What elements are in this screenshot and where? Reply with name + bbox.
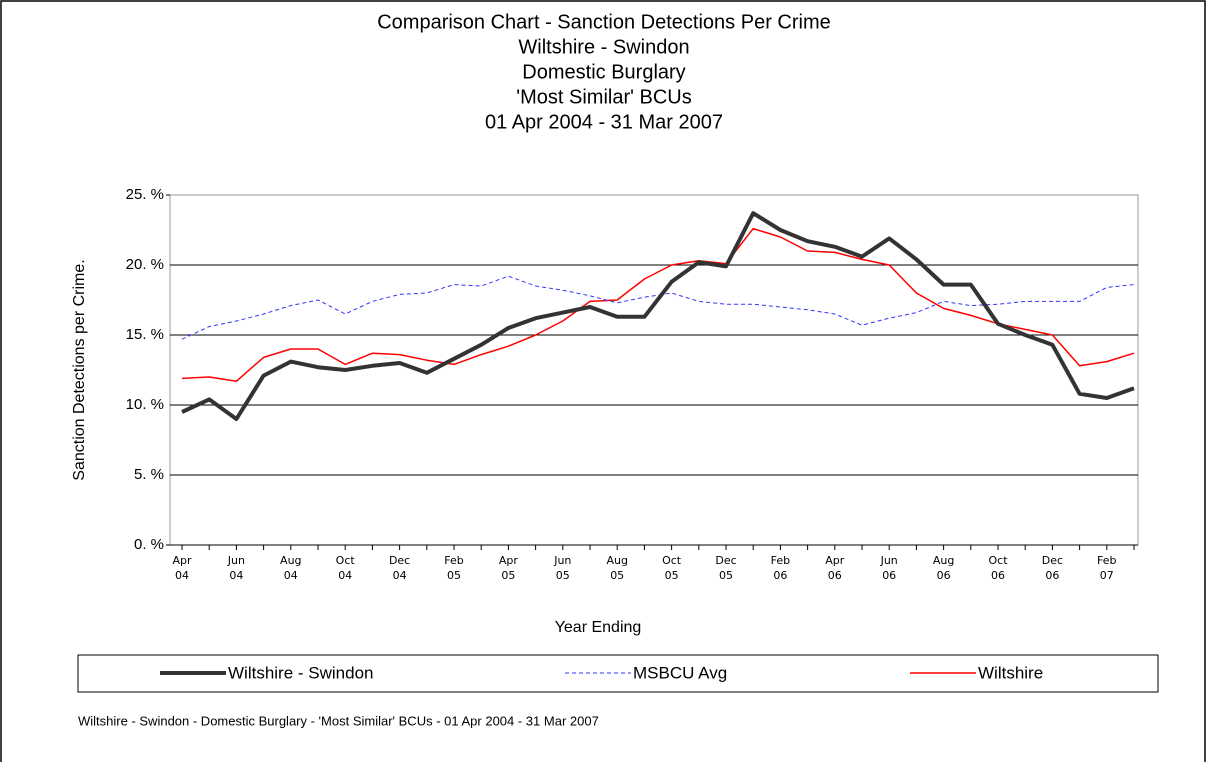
chart-title: 01 Apr 2004 - 31 Mar 2007 (485, 111, 723, 133)
y-tick-label: 5. % (134, 466, 164, 483)
x-tick-label-part: 06 (937, 569, 951, 582)
x-tick-label-part: 04 (338, 569, 352, 582)
legend-label: Wiltshire (978, 663, 1043, 682)
legend-label: Wiltshire - Swindon (228, 663, 374, 682)
x-tick-label-part: Aug (933, 554, 954, 567)
x-tick-label: Feb 06 (771, 554, 790, 582)
legend-label: MSBCU Avg (633, 663, 727, 682)
x-tick-label-part: Oct (662, 554, 682, 567)
x-tick-label: Feb 05 (444, 554, 463, 582)
x-tick-label-part: 07 (1100, 569, 1114, 582)
x-tick-label-part: Feb (771, 554, 790, 567)
x-tick-label: Oct 05 (662, 554, 682, 582)
x-tick-label-part: Apr (825, 554, 845, 567)
x-tick-label: Apr 04 (172, 554, 192, 582)
x-tick-label-part: Feb (444, 554, 463, 567)
x-tick-label: Oct 06 (988, 554, 1008, 582)
x-tick-label-part: 04 (229, 569, 243, 582)
x-tick-label: Oct 04 (336, 554, 356, 582)
x-tick-label-part: Oct (988, 554, 1008, 567)
x-tick-label-part: 05 (501, 569, 515, 582)
x-tick-label-part: Jun (553, 554, 571, 567)
x-tick-label-part: 05 (719, 569, 733, 582)
x-tick-label-part: Aug (280, 554, 301, 567)
x-tick-label-part: 05 (610, 569, 624, 582)
x-tick-label-part: Aug (606, 554, 627, 567)
x-tick-label-part: 04 (175, 569, 189, 582)
chart-title: Domestic Burglary (522, 61, 685, 83)
x-tick-label: Jun 04 (227, 554, 245, 582)
footnote: Wiltshire - Swindon - Domestic Burglary … (78, 713, 599, 728)
x-tick-label: Apr 05 (499, 554, 519, 582)
plot-area (169, 194, 1139, 546)
x-tick-label-part: Apr (499, 554, 519, 567)
chart-title: Wiltshire - Swindon (518, 36, 689, 58)
x-tick-label-part: Dec (715, 554, 736, 567)
x-tick-label-part: 05 (665, 569, 679, 582)
y-tick-label: 10. % (126, 396, 164, 413)
x-tick-label-part: 04 (284, 569, 298, 582)
x-tick-label-part: 05 (556, 569, 570, 582)
x-tick-label-part: Jun (227, 554, 245, 567)
series-line (181, 211, 1135, 421)
x-tick-label-part: 06 (991, 569, 1005, 582)
x-tick-label-part: 06 (882, 569, 896, 582)
x-tick-label: Jun 05 (553, 554, 571, 582)
x-tick-label-part: Oct (336, 554, 356, 567)
y-tick-label: 0. % (134, 536, 164, 553)
series-line (181, 275, 1135, 340)
x-tick-label: Aug 04 (280, 554, 301, 582)
x-tick-label-part: Feb (1097, 554, 1116, 567)
x-tick-label-part: Apr (172, 554, 192, 567)
x-tick-label: Dec 05 (715, 554, 736, 582)
x-tick-label: Feb 07 (1097, 554, 1116, 582)
y-tick-label: 15. % (126, 326, 164, 343)
x-axis-label: Year Ending (555, 619, 642, 636)
x-tick-label-part: 06 (828, 569, 842, 582)
y-axis-label: Sanction Detections per Crime. (71, 259, 88, 480)
x-tick-label-part: 04 (393, 569, 407, 582)
chart-title: Comparison Chart - Sanction Detections P… (377, 11, 831, 33)
x-tick-label: Jun 06 (880, 554, 898, 582)
x-tick-label-part: 06 (1045, 569, 1059, 582)
chart-title: 'Most Similar' BCUs (516, 86, 691, 108)
x-tick-label-part: 06 (773, 569, 787, 582)
x-tick-label-part: Dec (1042, 554, 1063, 567)
x-tick-label-part: Dec (389, 554, 410, 567)
y-tick-label: 20. % (126, 256, 164, 273)
series-line (181, 227, 1135, 382)
x-tick-label: Dec 06 (1042, 554, 1063, 582)
x-tick-label: Aug 06 (933, 554, 954, 582)
x-tick-label-part: Jun (880, 554, 898, 567)
x-tick-label-part: 05 (447, 569, 461, 582)
x-tick-label: Aug 05 (606, 554, 627, 582)
y-tick-label: 25. % (126, 186, 164, 203)
x-tick-label: Apr 06 (825, 554, 845, 582)
x-tick-label: Dec 04 (389, 554, 410, 582)
